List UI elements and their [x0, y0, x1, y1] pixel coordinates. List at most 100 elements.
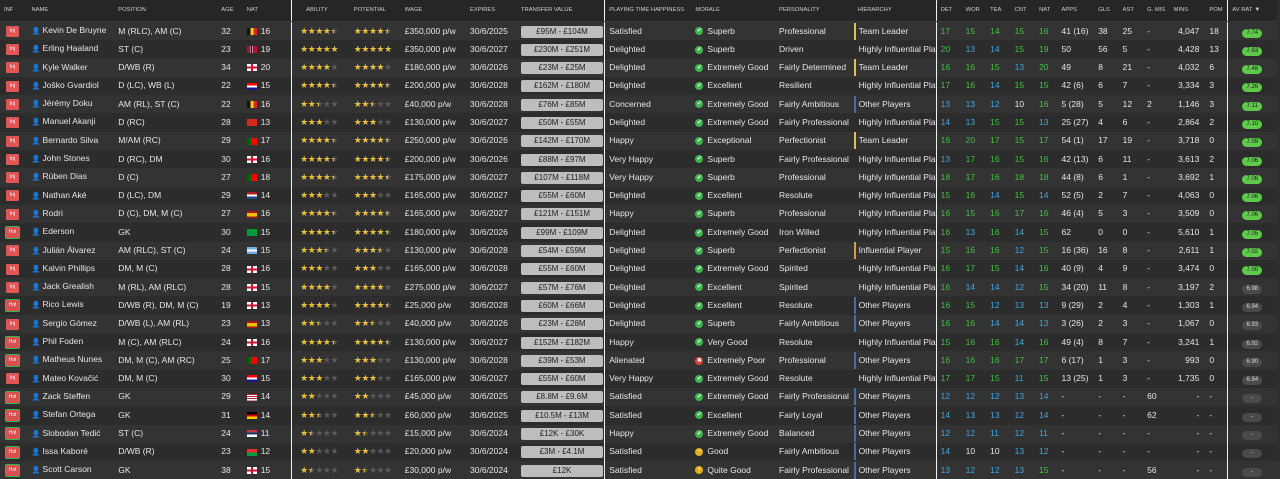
status-badge[interactable]: Hol [5, 299, 20, 313]
table-row[interactable]: Inj 👤 Jérémy Doku AM (RL), ST (C) 22 16 ★★★★★ ★… [0, 95, 1280, 114]
table-row[interactable]: Hol 👤 Stefan Ortega GK 31 14 ★★★★★ ★★★★★ £60,000… [0, 406, 1280, 425]
player-name-link[interactable]: Kalvin Phillips [42, 262, 95, 273]
transfer-value[interactable]: £50M - £55M [521, 116, 604, 129]
table-row[interactable]: Inj 👤 Kalvin Phillips DM, M (C) 28 16 ★★★★★ ★★★… [0, 259, 1280, 279]
player-name-link[interactable]: John Stones [42, 153, 90, 164]
transfer-value[interactable]: £230M - £251M [521, 43, 604, 56]
table-row[interactable]: Inj 👤 Kevin De Bruyne M (RLC), AM (C) 32 16 ★★… [0, 21, 1280, 41]
col-header-expires[interactable]: EXPIRES [466, 0, 518, 22]
player-name-link[interactable]: Erling Haaland [42, 43, 99, 54]
status-badge[interactable]: Inj [6, 62, 19, 74]
col-header-morale[interactable]: MORALE [691, 0, 776, 22]
player-name-link[interactable]: Kyle Walker [42, 61, 88, 72]
player-name-link[interactable]: Ederson [42, 226, 75, 237]
table-row[interactable]: Hol 👤 Slobodan Tedić ST (C) 24 11 ★★★★★ ★★★★★ £1… [0, 424, 1280, 443]
transfer-value[interactable]: £107M - £118M [521, 171, 604, 184]
col-header-wor[interactable]: WOR [961, 0, 987, 22]
player-name-link[interactable]: Matheus Nunes [42, 354, 103, 365]
status-badge[interactable]: Inj [6, 318, 19, 330]
col-header-potential[interactable]: POTENTIAL [349, 0, 401, 22]
vertical-scrollbar[interactable] [1277, 0, 1280, 460]
table-row[interactable]: Inj 👤 Joško Gvardiol D (LC), WB (L) 22 15 ★★★★… [0, 76, 1280, 96]
transfer-value[interactable]: £12K - £30K [521, 428, 604, 441]
transfer-value[interactable]: £162M - £180M [521, 80, 604, 93]
player-name-link[interactable]: Scott Carson [42, 464, 92, 475]
table-row[interactable]: Hol 👤 Phil Foden M (C), AM (RLC) 24 16 ★★★★★ ★★… [0, 333, 1280, 352]
col-header-personality[interactable]: PERSONALITY [775, 0, 854, 22]
player-name-link[interactable]: Phil Foden [42, 336, 84, 347]
player-name-link[interactable]: Rodri [42, 207, 63, 218]
table-row[interactable]: Inj 👤 Julián Álvarez AM (RLC), ST (C) 24 15 ★★… [0, 241, 1280, 260]
transfer-value[interactable]: £39M - £53M [521, 354, 604, 367]
status-badge[interactable]: Hol [5, 408, 20, 422]
col-header-gls[interactable]: GLS [1094, 0, 1119, 22]
player-name-link[interactable]: Rico Lewis [42, 299, 84, 310]
player-name-link[interactable]: Nathan Aké [42, 189, 87, 200]
player-name-link[interactable]: Rúben Dias [42, 171, 87, 182]
status-badge[interactable]: Inj [6, 281, 19, 293]
player-name-link[interactable]: Issa Kaboré [42, 445, 88, 456]
status-badge[interactable]: Hol [5, 390, 20, 404]
status-badge[interactable]: Hol [5, 463, 20, 477]
status-badge[interactable]: Hol [5, 226, 20, 240]
col-header-hierarchy[interactable]: HIERARCHY [853, 0, 937, 22]
col-header-age[interactable]: AGE [217, 0, 243, 22]
transfer-value[interactable]: £57M - £76M [521, 281, 604, 294]
transfer-value[interactable]: £55M - £60M [521, 190, 604, 203]
table-row[interactable]: Hol 👤 Issa Kaboré D/WB (R) 23 12 ★★★★★ ★★★★★ £20… [0, 442, 1280, 462]
status-badge[interactable]: Inj [6, 80, 19, 92]
table-row[interactable]: Hol 👤 Matheus Nunes DM, M (C), AM (RC) 25 17 ★… [0, 351, 1280, 370]
col-header-nat[interactable]: NAT [242, 0, 293, 22]
transfer-value[interactable]: £10.5M - £13M [521, 409, 604, 422]
player-name-link[interactable]: Joško Gvardiol [42, 79, 99, 90]
transfer-value[interactable]: £12K [521, 464, 604, 477]
transfer-value[interactable]: £76M - £85M [521, 98, 604, 111]
table-row[interactable]: Hol 👤 Rico Lewis D/WB (R), DM, M (C) 19 13 ★★★… [0, 296, 1280, 315]
col-header-apps[interactable]: APPS [1057, 0, 1095, 22]
status-badge[interactable]: Inj [6, 373, 19, 385]
status-badge[interactable]: Inj [6, 25, 19, 37]
status-badge[interactable]: Inj [6, 135, 19, 147]
transfer-value[interactable]: £23M - £25M [521, 62, 604, 75]
table-row[interactable]: Inj 👤 Nathan Aké D (LC), DM 29 14 ★★★★★ ★★★★★ £1… [0, 186, 1280, 205]
player-name-link[interactable]: Jérémy Doku [42, 98, 93, 109]
col-header-tea[interactable]: TEA [986, 0, 1011, 22]
status-badge[interactable]: Inj [6, 44, 19, 56]
player-name-link[interactable]: Zack Steffen [42, 390, 91, 401]
player-name-link[interactable]: Kevin De Bruyne [42, 25, 107, 35]
col-header-wage[interactable]: WAGE [400, 0, 467, 22]
player-name-link[interactable]: Bernardo Silva [42, 134, 99, 145]
col-header-cnt[interactable]: CNT [1010, 0, 1036, 22]
table-row[interactable]: Inj 👤 Manuel Akanji D (RC) 28 13 ★★★★★ ★★★★★ £13… [0, 113, 1280, 132]
player-name-link[interactable]: Stefan Ortega [42, 409, 96, 420]
player-name-link[interactable]: Sergio Gómez [42, 317, 97, 328]
col-header-det[interactable]: DET [936, 0, 962, 22]
transfer-value[interactable]: £23M - £28M [521, 318, 604, 331]
table-row[interactable]: Inj 👤 Rúben Dias D (C) 27 18 ★★★★★ ★★★★★ £175,00… [0, 168, 1280, 187]
col-header-gmis[interactable]: G. MIS [1143, 0, 1170, 22]
table-row[interactable]: Inj 👤 Sergio Gómez D/WB (L), AM (RL) 23 13 ★★★… [0, 314, 1280, 334]
player-name-link[interactable]: Mateo Kovačić [42, 372, 99, 383]
col-header-transfer-value[interactable]: TRANSFER VALUE [517, 0, 606, 22]
col-header-ast[interactable]: AST [1118, 0, 1144, 22]
status-badge[interactable]: Inj [6, 245, 19, 257]
table-row[interactable]: Inj 👤 Mateo Kovačić DM, M (C) 30 15 ★★★★★ ★★★★★… [0, 369, 1280, 388]
status-badge[interactable]: Hol [5, 445, 20, 459]
table-row[interactable]: Inj 👤 Jack Grealish M (RL), AM (RLC) 28 15 ★★★… [0, 278, 1280, 297]
player-name-link[interactable]: Manuel Akanji [42, 116, 96, 127]
status-badge[interactable]: Inj [6, 98, 19, 110]
transfer-value[interactable]: £152M - £182M [521, 336, 604, 349]
col-header-mins[interactable]: MINS [1169, 0, 1206, 22]
status-badge[interactable]: Inj [6, 190, 19, 202]
player-name-link[interactable]: Slobodan Tedić [42, 427, 101, 438]
transfer-value[interactable]: £55M - £60M [521, 263, 604, 276]
player-name-link[interactable]: Jack Grealish [42, 281, 95, 292]
transfer-value[interactable]: £95M - £104M [521, 25, 604, 38]
table-row[interactable]: Inj 👤 Erling Haaland ST (C) 23 19 ★★★★★ ★★★★★ £3… [0, 40, 1280, 59]
status-badge[interactable]: Hol [5, 427, 20, 441]
transfer-value[interactable]: £88M - £97M [521, 153, 604, 166]
table-row[interactable]: Hol 👤 Scott Carson GK 38 15 ★★★★★ ★★★★★ £30,000 … [0, 461, 1280, 479]
table-row[interactable]: Inj 👤 Kyle Walker D/WB (R) 34 20 ★★★★★ ★★★★★ £18… [0, 58, 1280, 77]
table-row[interactable]: Inj 👤 John Stones D (RC), DM 30 16 ★★★★★ ★★★★★ £… [0, 150, 1280, 169]
transfer-value[interactable]: £142M - £170M [521, 135, 604, 148]
